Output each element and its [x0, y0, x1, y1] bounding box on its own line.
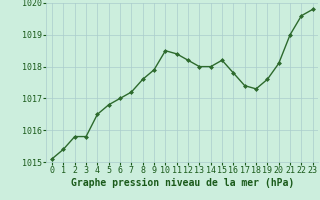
X-axis label: Graphe pression niveau de la mer (hPa): Graphe pression niveau de la mer (hPa) [71, 178, 294, 188]
